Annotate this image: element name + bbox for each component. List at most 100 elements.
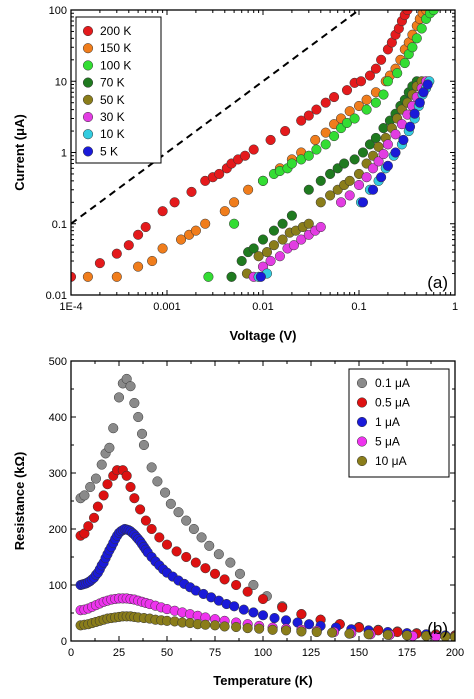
data-point <box>147 255 158 267</box>
data-point <box>311 626 322 638</box>
legend-label: 0.1 μA <box>375 376 410 390</box>
legend-marker <box>82 77 94 88</box>
data-point <box>280 625 292 636</box>
data-point <box>188 523 199 535</box>
data-point <box>364 70 375 81</box>
data-point <box>341 117 353 128</box>
data-point <box>382 629 393 640</box>
data-point <box>171 546 182 557</box>
data-point <box>253 251 264 262</box>
data-point <box>219 621 230 632</box>
data-point <box>214 168 225 179</box>
data-point <box>219 574 230 585</box>
data-point <box>335 197 347 208</box>
data-point <box>257 593 269 605</box>
data-point <box>226 271 237 282</box>
data-point <box>303 218 314 229</box>
data-point <box>88 512 100 523</box>
x-tick-label: 25 <box>113 647 125 659</box>
legend-marker <box>82 111 94 123</box>
data-point <box>411 33 422 44</box>
data-point <box>79 490 90 501</box>
data-point <box>140 221 151 233</box>
data-point <box>401 630 413 641</box>
y-tick-label: 100 <box>49 5 67 17</box>
data-point <box>160 487 171 498</box>
data-point <box>135 504 146 515</box>
data-point <box>296 234 307 245</box>
data-point <box>274 251 285 262</box>
legend: 0.1 μA 0.5 μA 1 μA 5 μA 10 μA <box>348 368 450 478</box>
data-point <box>203 271 214 282</box>
y-tick-label: 400 <box>49 412 67 424</box>
data-point <box>146 462 157 473</box>
legend-marker <box>356 416 368 428</box>
data-point <box>234 568 246 579</box>
data-point <box>277 218 288 229</box>
legend-label: 10 μA <box>375 454 407 468</box>
data-point <box>376 172 387 183</box>
data-point <box>71 271 77 282</box>
data-point <box>209 568 221 579</box>
data-point <box>288 240 299 251</box>
data-point <box>231 579 242 591</box>
data-point <box>98 490 109 501</box>
data-point <box>238 604 249 615</box>
data-point <box>125 381 136 392</box>
legend-label: 200 K <box>100 24 131 38</box>
data-point <box>248 607 259 618</box>
data-point <box>257 234 269 245</box>
data-point <box>398 134 409 146</box>
data-point <box>219 206 230 217</box>
data-point <box>409 108 420 119</box>
x-tick-label: 150 <box>350 647 368 659</box>
data-point <box>390 147 401 158</box>
data-point <box>361 104 372 115</box>
data-point <box>94 258 105 269</box>
data-point <box>108 423 119 434</box>
data-point <box>370 132 381 144</box>
data-point <box>231 621 242 633</box>
data-point <box>265 255 276 267</box>
data-point <box>138 439 150 451</box>
data-point <box>161 539 173 550</box>
legend-label: 5 K <box>100 144 118 158</box>
data-point <box>229 218 240 229</box>
legend-marker <box>82 146 94 157</box>
x-tick-label: 125 <box>302 647 320 659</box>
data-point <box>344 175 355 186</box>
data-point <box>361 94 372 105</box>
data-point <box>242 623 253 634</box>
data-point <box>140 515 151 526</box>
data-point <box>123 240 134 251</box>
data-point <box>357 147 369 158</box>
data-point <box>190 225 201 236</box>
data-point <box>242 586 253 597</box>
data-point <box>169 197 180 208</box>
x-tick-label: 75 <box>209 647 221 659</box>
data-point <box>315 221 326 233</box>
panel-a-iv-curves: 1E-4 0.001 0.01 0.1 1 0.01 0.1 1 10 100 200 K 150 K… <box>12 5 458 343</box>
y-tick-label: 500 <box>49 356 67 368</box>
legend-label: 5 μA <box>375 435 400 449</box>
panel-label: (b) <box>427 619 448 638</box>
data-point <box>373 141 384 152</box>
data-point <box>378 89 389 100</box>
legend-label: 70 K <box>100 76 125 90</box>
data-point <box>370 63 381 74</box>
x-tick-label: 0.001 <box>153 301 181 313</box>
y-tick-label: 1 <box>61 148 67 160</box>
x-tick-label: 0.01 <box>252 301 273 313</box>
data-point <box>355 76 367 87</box>
data-point <box>353 179 365 191</box>
data-point <box>269 612 280 624</box>
data-point <box>96 459 107 470</box>
legend-marker <box>356 436 368 447</box>
data-point <box>121 470 132 481</box>
x-axis-title: Temperature (K) <box>213 673 312 688</box>
data-point <box>373 156 384 167</box>
data-point <box>370 97 381 108</box>
legend-marker <box>82 60 94 71</box>
data-point <box>310 134 321 146</box>
series-50-k <box>241 76 427 279</box>
